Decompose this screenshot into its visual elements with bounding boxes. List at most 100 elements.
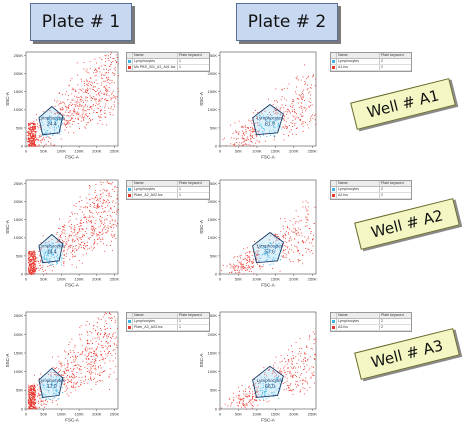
event-dot [74, 104, 76, 105]
event-dot [35, 264, 36, 266]
event-dot [78, 228, 80, 230]
event-dot [244, 134, 245, 136]
event-dot [257, 391, 259, 392]
event-dot [270, 250, 272, 252]
event-dot [247, 256, 249, 258]
event-dot [243, 259, 245, 260]
event-dot [46, 386, 47, 388]
y-tick-label: 250K [208, 313, 218, 318]
event-dot [57, 119, 59, 120]
event-dot [291, 390, 293, 392]
event-dot [314, 359, 316, 361]
event-dot [31, 129, 32, 131]
event-dot [84, 110, 86, 112]
event-dot [38, 262, 40, 264]
event-dot [280, 113, 281, 115]
event-dot [95, 196, 97, 198]
event-dot [79, 369, 81, 371]
event-dot [310, 347, 312, 349]
event-dot [306, 239, 308, 241]
event-dot [36, 119, 38, 121]
event-dot [66, 385, 68, 387]
event-dot [57, 258, 59, 259]
event-dot [93, 350, 95, 352]
event-dot [246, 403, 248, 404]
event-dot [99, 117, 101, 119]
event-dot [29, 387, 31, 388]
event-dot [295, 246, 297, 247]
event-dot [61, 108, 63, 110]
event-dot [302, 254, 304, 256]
event-dot [49, 137, 51, 139]
event-dot [42, 235, 44, 237]
event-dot [239, 262, 241, 264]
event-dot [65, 123, 66, 125]
event-dot [245, 127, 247, 128]
event-dot [290, 129, 292, 131]
event-dot [292, 261, 294, 262]
event-dot [297, 98, 299, 99]
event-dot [57, 119, 58, 121]
event-dot [85, 91, 86, 93]
event-dot [51, 253, 53, 255]
event-dot [71, 89, 73, 91]
event-dot [258, 114, 260, 116]
event-dot [105, 333, 106, 334]
event-dot [256, 122, 258, 124]
event-dot [31, 143, 33, 144]
event-dot [43, 111, 45, 113]
event-dot [33, 271, 34, 273]
event-dot [78, 364, 80, 366]
event-dot [95, 94, 97, 96]
event-dot [80, 383, 81, 385]
event-dot [32, 393, 34, 394]
event-dot [315, 78, 317, 80]
event-dot [251, 262, 253, 264]
event-dot [293, 251, 295, 253]
event-dot [43, 258, 45, 260]
event-dot [43, 385, 44, 386]
event-dot [300, 105, 302, 107]
file-swatch [332, 66, 335, 69]
event-dot [91, 82, 93, 84]
event-dot [28, 400, 30, 402]
event-dot [302, 201, 304, 203]
event-dot [99, 200, 101, 202]
event-dot [235, 272, 237, 274]
x-tick-label: 200K [289, 149, 299, 154]
event-dot [31, 392, 32, 394]
event-dot [32, 397, 33, 399]
event-dot [87, 106, 88, 108]
event-dot [34, 266, 36, 268]
event-dot [53, 249, 55, 251]
event-dot [274, 378, 276, 380]
event-dot [303, 121, 305, 123]
event-dot [80, 244, 82, 246]
y-tick-label: 200K [208, 199, 218, 204]
event-dot [239, 255, 241, 257]
event-dot [285, 256, 287, 258]
event-dot [102, 182, 104, 183]
event-dot [249, 400, 251, 401]
event-dot [33, 256, 35, 258]
event-dot [248, 251, 250, 253]
event-dot [106, 124, 108, 126]
event-dot [34, 391, 36, 393]
event-dot [268, 396, 270, 398]
event-dot [94, 58, 96, 60]
event-dot [275, 244, 277, 245]
event-dot [34, 145, 36, 147]
event-dot [73, 246, 74, 247]
event-dot [77, 105, 79, 106]
event-dot [30, 138, 32, 140]
event-dot [31, 396, 33, 398]
event-dot [99, 99, 100, 101]
event-dot [28, 144, 29, 145]
event-dot [243, 390, 244, 392]
event-dot [31, 401, 33, 402]
x-tick-label: 250K [110, 277, 120, 282]
event-dot [76, 381, 78, 383]
event-dot [85, 324, 87, 326]
event-dot [43, 251, 45, 253]
event-dot [32, 139, 34, 141]
